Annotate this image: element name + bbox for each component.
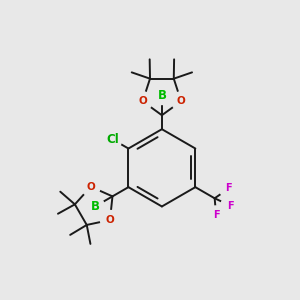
Circle shape — [207, 206, 226, 225]
Text: O: O — [86, 182, 95, 192]
Text: Cl: Cl — [106, 133, 119, 146]
Text: F: F — [226, 183, 232, 194]
Text: B: B — [158, 88, 166, 101]
Circle shape — [81, 177, 100, 196]
Text: O: O — [138, 96, 147, 106]
Circle shape — [221, 196, 240, 215]
Text: O: O — [106, 215, 114, 225]
Circle shape — [103, 130, 122, 149]
Text: O: O — [177, 96, 185, 106]
Text: F: F — [227, 201, 234, 211]
Circle shape — [85, 197, 104, 216]
Text: B: B — [91, 200, 100, 213]
Text: F: F — [213, 211, 220, 220]
Circle shape — [172, 92, 190, 111]
Circle shape — [152, 85, 171, 104]
Circle shape — [133, 92, 152, 111]
Circle shape — [219, 179, 238, 198]
Circle shape — [100, 211, 119, 230]
